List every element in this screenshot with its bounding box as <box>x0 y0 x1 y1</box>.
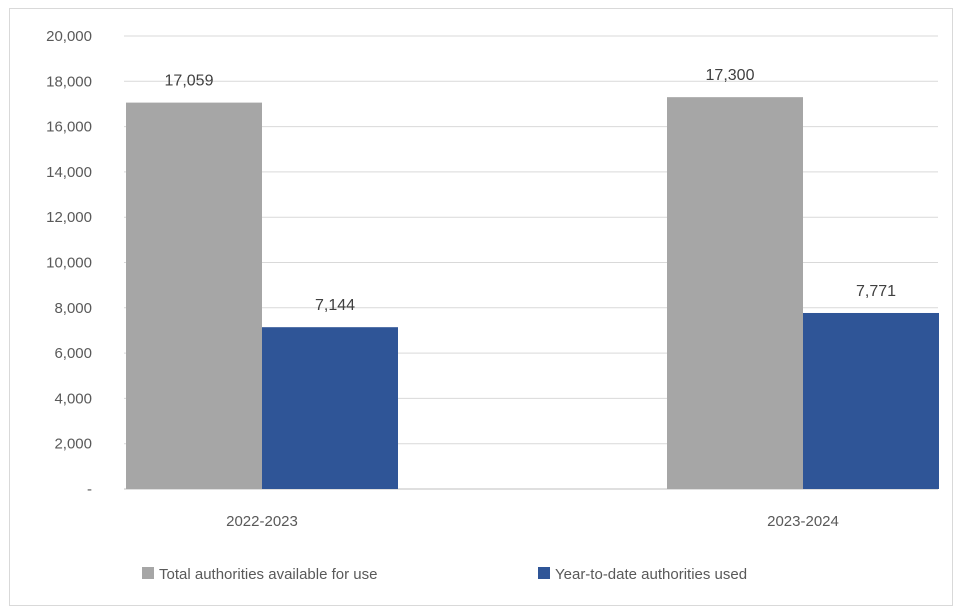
legend: Total authorities available for use Year-… <box>142 566 747 583</box>
y-tick-label: 12,000 <box>46 209 92 226</box>
legend-swatch <box>538 567 550 579</box>
y-tick-label: 18,000 <box>46 73 92 90</box>
y-axis-tick-labels: - 2,000 4,000 6,000 8,000 10,000 12,000 14,000 1… <box>46 28 92 498</box>
bar-year-to-date-used-2023-2024 <box>803 312 939 489</box>
y-tick-label: - <box>87 481 92 498</box>
y-tick-label: 2,000 <box>54 436 92 453</box>
y-tick-label: 8,000 <box>54 300 92 317</box>
legend-label: Total authorities available for use <box>159 566 377 583</box>
y-tick-label: 16,000 <box>46 119 92 136</box>
bar-year-to-date-used-2022-2023 <box>262 327 398 489</box>
bar-total-available-2022-2023 <box>126 102 262 489</box>
data-label: 17,300 <box>706 67 755 84</box>
y-tick-label: 4,000 <box>54 390 92 407</box>
legend-swatch <box>142 567 154 579</box>
x-axis-tick-labels: 2022-2023 2023-2024 <box>226 513 839 530</box>
y-tick-label: 20,000 <box>46 28 92 45</box>
data-label: 17,059 <box>165 73 214 90</box>
bar-total-available-2023-2024 <box>667 97 803 489</box>
y-tick-label: 6,000 <box>54 345 92 362</box>
x-tick-label: 2023-2024 <box>767 513 839 530</box>
y-tick-label: 14,000 <box>46 164 92 181</box>
bars <box>126 97 939 489</box>
y-tick-label: 10,000 <box>46 255 92 272</box>
x-tick-label: 2022-2023 <box>226 513 298 530</box>
data-label: 7,144 <box>315 297 355 314</box>
data-label: 7,771 <box>856 283 896 300</box>
data-labels: 17,059 17,300 7,144 7,771 <box>165 67 897 314</box>
legend-label: Year-to-date authorities used <box>555 566 747 583</box>
